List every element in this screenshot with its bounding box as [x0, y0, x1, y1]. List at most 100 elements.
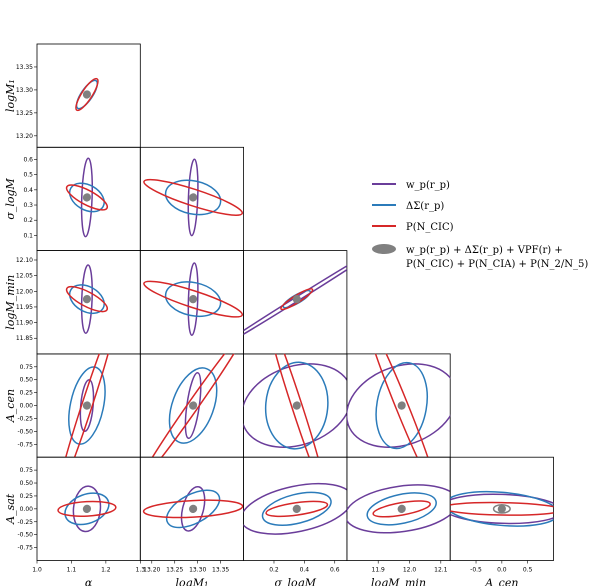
- ellipse-w_p(r_p): [346, 363, 451, 448]
- panel-alpha-Asat: -0.75 -0.50 -0.25 0.00 0.25 0.50 0.75 A_sat 1.0 1…: [4, 456, 146, 586]
- y-axis-label: A_sat: [4, 493, 17, 525]
- combined-constraint-ellipse: [292, 294, 301, 304]
- panel-sigma_logM-logMmin: [243, 250, 348, 355]
- y-tick-label: 0.00: [20, 506, 34, 513]
- x-tick-label: 1.2: [101, 567, 111, 574]
- ellipse-ΔΣ(r_p): [375, 361, 428, 450]
- y-tick-label: 13.25: [16, 110, 33, 117]
- y-tick-label: 0.5: [23, 172, 33, 179]
- combined-constraint-ellipse: [82, 294, 91, 304]
- combined-constraint-ellipse: [397, 504, 406, 513]
- y-tick-label: 0.75: [20, 364, 34, 371]
- ellipse-w_p(r_p): [79, 379, 95, 433]
- panel-logM1-Acen: [139, 353, 245, 458]
- x-tick-label: 0.0: [497, 567, 507, 574]
- ellipse-w_p(r_p): [72, 485, 102, 533]
- x-tick-label: 0.2: [269, 567, 279, 574]
- panel-alpha-logMmin: 11.85 11.90 11.95 12.00 12.05 12.10 logM_min: [4, 250, 141, 355]
- y-tick-label: 0.50: [20, 480, 34, 487]
- ellipse-w_p(r_p): [80, 157, 94, 238]
- y-tick-label: 0.50: [20, 377, 34, 384]
- ellipse-P(N_CIC): [265, 500, 329, 518]
- y-tick-label: 11.95: [16, 304, 33, 311]
- ellipse-w_p(r_p): [180, 485, 206, 532]
- panel-ellipses: [243, 250, 347, 350]
- panel-logM1-sigma_logM: [139, 146, 245, 252]
- legend: w_p(r_p) ΔΣ(r_p) P(N_CIC) w_p(r_p) + ΔΣ(r_p…: [372, 180, 588, 270]
- y-tick-label: 0.00: [20, 403, 34, 410]
- combined-constraint-ellipse: [82, 193, 91, 202]
- ellipse-P(N_CIC): [372, 500, 431, 518]
- x-tick-label: 12.0: [403, 567, 417, 574]
- legend-swatch-combined: [372, 244, 396, 254]
- x-tick-label: 1.0: [32, 567, 42, 574]
- ellipse-P(N_CIC): [143, 178, 244, 216]
- ellipse-w_p(r_p): [243, 363, 347, 448]
- y-axis-label: logM₁: [4, 79, 17, 112]
- y-tick-label: 0.6: [23, 156, 33, 163]
- y-tick-label: 0.1: [23, 232, 33, 239]
- combined-constraint-ellipse: [82, 401, 91, 410]
- x-axis-label: α: [85, 577, 93, 586]
- ellipse-ΔΣ(r_p): [64, 492, 110, 526]
- y-axis-label: logM_min: [4, 275, 17, 330]
- ellipse-ΔΣ(r_p): [68, 182, 105, 213]
- combined-constraint-ellipse: [189, 401, 198, 410]
- panel-ellipses: [75, 77, 99, 112]
- ellipse-w_p(r_p): [450, 493, 554, 525]
- x-axis-label: σ_logM: [275, 577, 317, 586]
- x-tick-label: 0.5: [523, 567, 533, 574]
- panel-ellipses: [346, 484, 451, 534]
- ellipse-P(N_CIC): [57, 353, 117, 458]
- panel-ellipses: [143, 262, 244, 337]
- combined-constraint-ellipse: [82, 90, 91, 99]
- combined-constraint-ellipse: [189, 193, 198, 202]
- combined-constraint-ellipse: [292, 401, 301, 410]
- legend-entry: w_p(r_p): [406, 180, 450, 191]
- ellipse-ΔΣ(r_p): [165, 489, 221, 529]
- y-tick-label: 11.85: [16, 335, 33, 342]
- ellipse-ΔΣ(r_p): [164, 281, 222, 318]
- x-tick-label: 13.35: [212, 567, 229, 574]
- y-tick-label: 0.3: [23, 202, 33, 209]
- ellipse-ΔΣ(r_p): [366, 492, 437, 526]
- y-tick-label: 13.30: [16, 87, 33, 94]
- y-tick-label: 0.2: [23, 217, 33, 224]
- ellipse-ΔΣ(r_p): [68, 284, 105, 315]
- ellipse-P(N_CIC): [142, 499, 244, 519]
- y-tick-label: 12.00: [16, 288, 33, 295]
- ellipse-w_p(r_p): [346, 484, 451, 534]
- y-tick-label: 12.05: [16, 273, 33, 280]
- ellipse-ΔΣ(r_p): [264, 361, 329, 450]
- ellipse-P(N_CIC): [450, 501, 554, 516]
- panel-alpha-sigma_logM: 0.1 0.2 0.3 0.4 0.5 0.6 σ_logM: [4, 146, 141, 252]
- panel-ellipses: [57, 353, 117, 458]
- combined-constraint-ellipse: [497, 504, 506, 513]
- x-tick-label: -0.5: [470, 567, 482, 574]
- ellipse-w_p(r_p): [187, 262, 199, 337]
- x-tick-label: 13.30: [189, 567, 206, 574]
- x-axis-label: logM_min: [371, 577, 426, 586]
- y-tick-label: 13.35: [16, 64, 33, 71]
- panel-ellipses: [243, 482, 347, 535]
- ellipse-P(N_CIC): [266, 353, 327, 458]
- y-tick-label: -0.25: [17, 519, 33, 526]
- x-tick-label: 13.20: [143, 567, 160, 574]
- x-tick-label: 1.3: [136, 567, 146, 574]
- y-tick-label: -0.25: [17, 415, 33, 422]
- y-tick-label: 0.25: [20, 493, 34, 500]
- x-tick-label: 13.25: [166, 567, 183, 574]
- panel-ellipses: [243, 353, 347, 458]
- x-tick-label: 11.9: [372, 567, 386, 574]
- ellipse-ΔΣ(r_p): [261, 491, 332, 527]
- panel-ellipses: [143, 158, 244, 237]
- panel-alpha-logM1: 13.20 13.25 13.30 13.35 logM₁: [4, 43, 141, 148]
- x-tick-label: 1.1: [67, 567, 77, 574]
- ellipse-ΔΣ(r_p): [168, 367, 218, 444]
- legend-entry: ΔΣ(r_p): [406, 201, 444, 212]
- ellipse-ΔΣ(r_p): [164, 179, 222, 216]
- ellipse-P(N_CIC): [365, 353, 438, 458]
- x-tick-label: 0.6: [330, 567, 340, 574]
